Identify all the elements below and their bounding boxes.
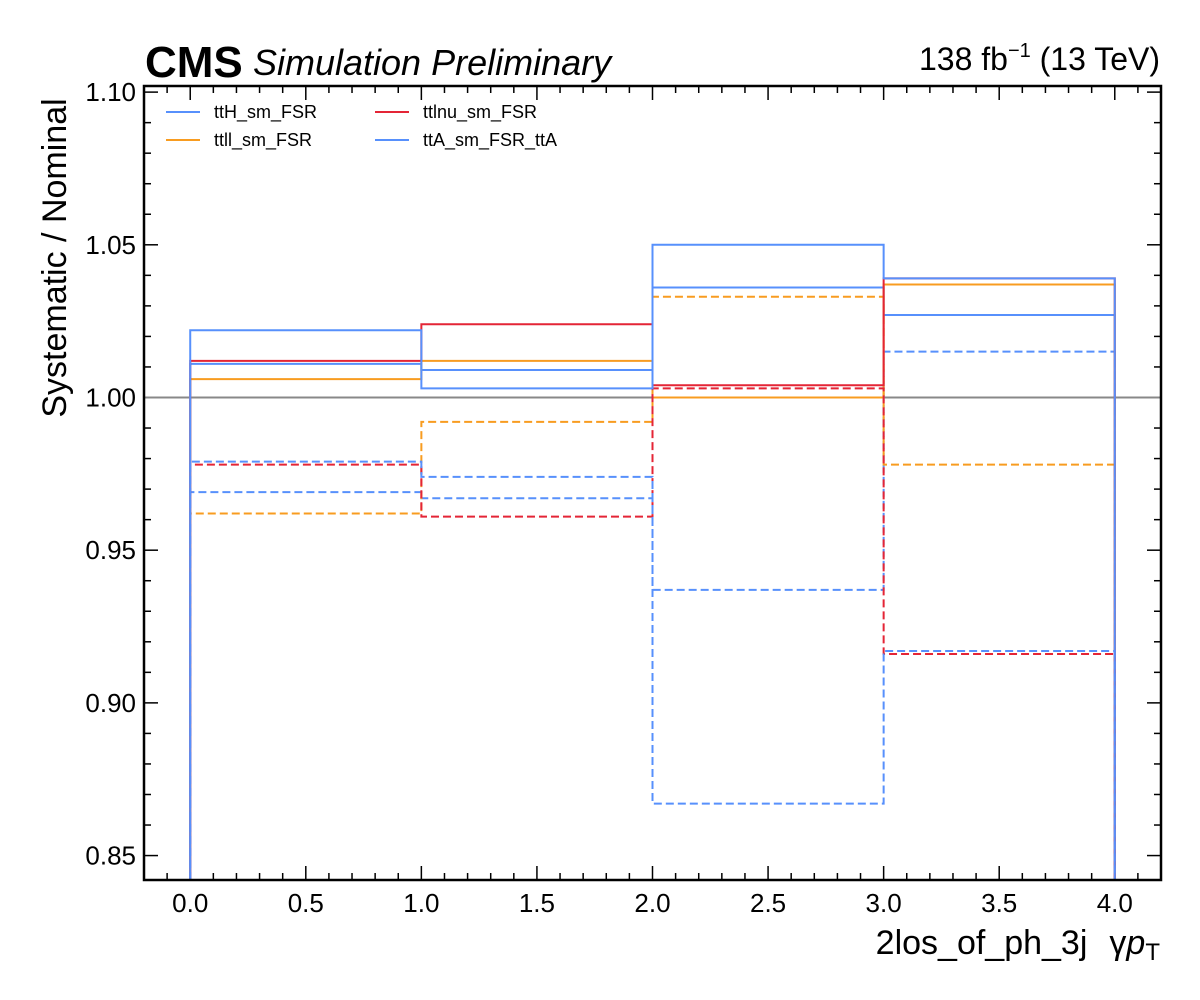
x-tick-label: 2.0 xyxy=(634,888,670,918)
cms-logo: CMS xyxy=(145,38,243,87)
x-axis-title: 2los_of_ph_3j γpT xyxy=(876,924,1161,966)
legend-entry: ttlnu_sm_FSR xyxy=(423,102,537,123)
y-tick-label: 1.10 xyxy=(85,77,136,107)
x-tick-label: 1.5 xyxy=(519,888,555,918)
legend-entry: ttA_sm_FSR_ttA xyxy=(423,130,557,151)
y-axis-title: Systematic / Nominal xyxy=(36,98,74,417)
series-ttA_sm_FSR_ttA-dashed xyxy=(189,460,1116,880)
series-ttA_sm_FSR_ttA-solid xyxy=(189,243,1116,880)
x-tick-label: 0.0 xyxy=(172,888,208,918)
x-axis-title-sub: T xyxy=(1145,939,1160,966)
x-tick-label: 0.5 xyxy=(288,888,324,918)
y-tick-label: 0.95 xyxy=(85,535,136,565)
legend: ttH_sm_FSR ttll_sm_FSR ttlnu_sm_FSR ttA_sm_… xyxy=(166,102,557,151)
series-ttlnu_sm_FSR-dashed xyxy=(189,387,1116,880)
legend-entry: ttll_sm_FSR xyxy=(214,130,312,151)
y-tick-label: 0.90 xyxy=(85,688,136,718)
x-axis-title-main: 2los_of_ph_3j xyxy=(876,924,1088,962)
y-tick-label: 1.00 xyxy=(85,382,136,412)
lumi-energy: (13 TeV) xyxy=(1031,41,1160,77)
series-ttll_sm_FSR-dashed xyxy=(189,295,1116,880)
x-tick-label: 3.0 xyxy=(866,888,902,918)
y-tick-label: 1.05 xyxy=(85,230,136,260)
x-tick-label: 2.5 xyxy=(750,888,786,918)
x-tick-label: 1.0 xyxy=(403,888,439,918)
status-label: Simulation Preliminary xyxy=(253,42,613,83)
x-axis-title-var: γ xyxy=(1109,924,1126,962)
x-axis-title-p: p xyxy=(1125,924,1145,962)
x-tick-label: 4.0 xyxy=(1097,888,1133,918)
lumi-value: 138 fb xyxy=(919,41,1008,77)
series-layer xyxy=(144,243,1161,880)
lumi-exponent: −1 xyxy=(1008,40,1031,62)
x-tick-label: 3.5 xyxy=(981,888,1017,918)
plot-frame xyxy=(142,84,1163,882)
ticks-layer: 0.0 0.5 1.0 1.5 2.0 2.5 3.0 3.5 4.0 0.85 0.90 0.95 1… xyxy=(85,77,1162,918)
legend-entry: ttH_sm_FSR xyxy=(214,102,317,123)
y-tick-label: 0.85 xyxy=(85,841,136,871)
lumi-label: 138 fb−1 (13 TeV) xyxy=(919,40,1160,77)
